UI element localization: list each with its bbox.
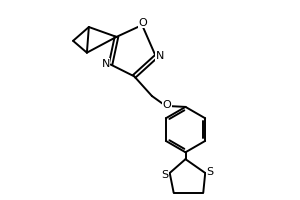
Text: O: O [162, 100, 171, 110]
Text: S: S [207, 167, 214, 177]
Text: N: N [101, 59, 110, 69]
Text: S: S [161, 170, 168, 180]
Text: N: N [156, 51, 164, 61]
Text: O: O [139, 18, 148, 28]
